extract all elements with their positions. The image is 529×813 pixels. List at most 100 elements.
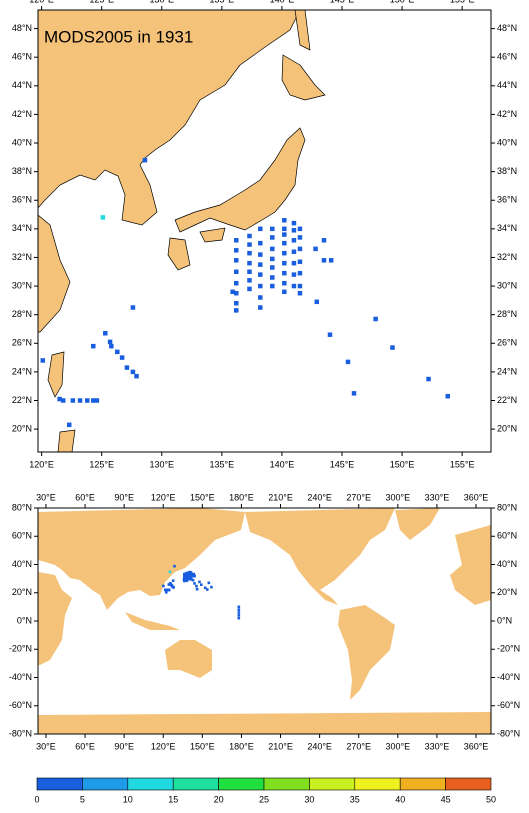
x-tick-label: 90°E <box>114 741 134 751</box>
observation <box>291 228 297 233</box>
observation <box>247 250 252 256</box>
observation <box>237 616 241 620</box>
y-tick-label: 32°N <box>497 252 517 262</box>
y-tick-label: 24°N <box>12 366 32 376</box>
observation <box>258 305 263 310</box>
observation <box>85 398 90 403</box>
x-tick-label: 240°E <box>307 741 332 751</box>
observation <box>297 270 303 276</box>
y-tick-label: 32°N <box>12 252 32 262</box>
land-east-asia <box>38 10 326 452</box>
colorbar-bin <box>127 777 174 791</box>
observation <box>282 232 287 237</box>
observation <box>91 398 96 403</box>
observation <box>173 564 176 568</box>
x-tick-label: 150°E <box>190 741 215 751</box>
observation <box>247 286 252 292</box>
observation <box>258 272 263 277</box>
observation <box>313 246 318 252</box>
observation <box>291 249 297 254</box>
y-tick-label: 60°N <box>12 531 32 541</box>
observation <box>258 252 263 257</box>
y-tick-label: 26°N <box>497 338 517 348</box>
x-tick-label: 155°E <box>450 459 475 469</box>
observation <box>124 365 130 370</box>
y-tick-label: -60°N <box>9 700 32 710</box>
y-tick-label: 34°N <box>497 223 517 233</box>
observation <box>183 579 186 583</box>
x-tick-label: 60°E <box>75 741 95 751</box>
observation <box>185 571 189 575</box>
observation <box>258 262 263 267</box>
observation <box>91 343 96 349</box>
y-tick-label: -20°N <box>497 644 520 654</box>
observation <box>351 391 357 396</box>
x-tick-label: 150°E <box>390 459 415 469</box>
y-tick-label: 46°N <box>12 52 32 62</box>
y-tick-label: 20°N <box>12 423 32 433</box>
observation <box>282 218 287 223</box>
observation <box>193 582 196 585</box>
observation <box>291 272 297 277</box>
x-tick-label: 60°E <box>75 492 95 502</box>
observation <box>207 581 211 585</box>
markers <box>40 157 450 428</box>
colorbar-label: 35 <box>350 794 360 804</box>
observation <box>237 605 241 609</box>
observation <box>164 591 168 594</box>
observation <box>230 289 235 295</box>
colorbar-label: 50 <box>486 794 496 804</box>
observation <box>297 290 303 296</box>
observation <box>171 579 175 583</box>
observation <box>258 226 263 232</box>
observation <box>234 258 239 263</box>
observation <box>247 278 252 283</box>
y-tick-label: 48°N <box>12 23 32 33</box>
observation <box>103 331 108 336</box>
x-tick-label: 180°E <box>229 741 254 751</box>
observation <box>297 283 303 289</box>
observation <box>321 238 327 243</box>
observation <box>210 585 213 589</box>
observation <box>247 260 252 266</box>
observation <box>297 246 303 252</box>
observation <box>426 376 431 382</box>
observation <box>270 226 275 232</box>
y-tick-label: 36°N <box>497 195 517 205</box>
observation <box>291 283 297 289</box>
y-tick-label: 42°N <box>12 109 32 119</box>
observation <box>234 238 239 243</box>
y-tick-label: 30°N <box>497 280 517 290</box>
x-tick-label: 270°E <box>346 741 371 751</box>
observation <box>185 579 189 583</box>
x-tick-label: 145°E <box>330 459 355 469</box>
colorbar-bin <box>82 777 129 791</box>
x-tick-label: 130°E <box>149 0 174 4</box>
y-tick-label: -80°N <box>9 728 32 738</box>
colorbar-bin <box>218 777 265 791</box>
observation <box>282 289 287 295</box>
x-tick-label: 360°E <box>464 492 489 502</box>
x-tick-label: 300°E <box>386 741 411 751</box>
observation <box>247 242 252 247</box>
y-tick-label: 38°N <box>12 166 32 176</box>
map-frame <box>37 9 492 453</box>
y-tick-label: 40°N <box>12 559 32 569</box>
observation <box>168 570 172 574</box>
observation <box>291 260 297 266</box>
y-tick-label: 46°N <box>497 52 517 62</box>
observation <box>234 290 239 296</box>
observation <box>40 358 46 363</box>
observation <box>282 270 287 276</box>
observation <box>70 398 76 403</box>
observation <box>234 280 239 286</box>
observation <box>282 250 287 256</box>
x-tick-label: 155°E <box>450 0 475 4</box>
observation <box>167 583 171 586</box>
y-tick-label: -20°N <box>9 644 32 654</box>
x-tick-label: 90°E <box>114 492 134 502</box>
observation <box>270 235 275 240</box>
y-tick-label: 80°N <box>497 502 517 512</box>
observation <box>203 586 207 590</box>
